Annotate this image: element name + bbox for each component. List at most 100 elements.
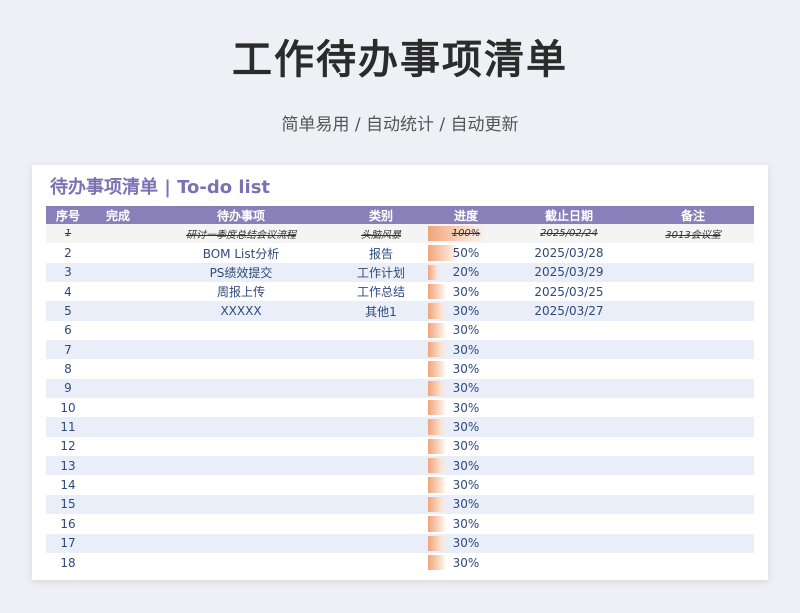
progress-cell[interactable]: 30% xyxy=(426,533,506,553)
note-cell[interactable] xyxy=(632,282,754,301)
done-checkbox[interactable] xyxy=(90,437,146,456)
deadline-cell[interactable] xyxy=(506,553,632,572)
deadline-cell[interactable] xyxy=(506,340,632,360)
task-cell[interactable]: XXXXX xyxy=(146,301,336,321)
category-cell[interactable]: 报告 xyxy=(368,246,393,261)
deadline-cell[interactable] xyxy=(506,437,632,456)
task-cell[interactable]: BOM List分析 xyxy=(202,246,280,261)
done-checkbox[interactable] xyxy=(90,224,146,244)
progress-cell[interactable]: 30% xyxy=(426,553,506,572)
column-header-deadline[interactable]: 截止日期 xyxy=(506,206,632,224)
task-cell[interactable] xyxy=(146,475,336,494)
task-cell[interactable] xyxy=(146,494,336,515)
note-cell[interactable] xyxy=(632,378,754,399)
row-number[interactable]: 12 xyxy=(60,439,76,454)
category-cell[interactable] xyxy=(336,321,426,340)
deadline-cell[interactable]: 2025/02/24 xyxy=(506,224,632,244)
note-cell[interactable] xyxy=(632,359,754,378)
progress-cell[interactable]: 30% xyxy=(426,475,506,494)
deadline-cell[interactable] xyxy=(506,456,632,476)
category-cell[interactable] xyxy=(336,456,426,476)
task-cell[interactable] xyxy=(146,553,336,572)
category-cell[interactable] xyxy=(336,359,426,378)
progress-cell[interactable]: 30% xyxy=(426,456,506,476)
deadline-cell[interactable]: 2025/03/27 xyxy=(506,301,632,321)
note-cell[interactable] xyxy=(632,301,754,321)
progress-cell[interactable]: 30% xyxy=(426,494,506,515)
note-cell[interactable] xyxy=(632,437,754,456)
done-checkbox[interactable] xyxy=(90,262,146,283)
row-number[interactable]: 7 xyxy=(46,340,90,360)
progress-cell[interactable]: 30% xyxy=(426,378,506,399)
row-number[interactable]: 15 xyxy=(46,494,90,515)
row-number[interactable]: 4 xyxy=(64,284,72,299)
deadline-cell[interactable] xyxy=(506,417,632,437)
task-cell[interactable] xyxy=(146,437,336,456)
task-cell[interactable] xyxy=(146,456,336,476)
progress-cell[interactable]: 30% xyxy=(426,417,506,437)
row-number[interactable]: 9 xyxy=(46,378,90,399)
done-checkbox[interactable] xyxy=(90,398,146,417)
deadline-cell[interactable]: 2025/03/25 xyxy=(534,284,604,299)
task-cell[interactable] xyxy=(146,417,336,437)
deadline-cell[interactable] xyxy=(506,475,632,494)
done-checkbox[interactable] xyxy=(90,340,146,360)
note-cell[interactable] xyxy=(632,533,754,553)
progress-cell[interactable]: 50% xyxy=(426,243,506,262)
note-cell[interactable] xyxy=(632,340,754,360)
task-cell[interactable]: PS绩效提交 xyxy=(146,262,336,283)
note-cell[interactable] xyxy=(632,398,754,417)
row-number[interactable]: 13 xyxy=(46,456,90,476)
task-cell[interactable] xyxy=(146,533,336,553)
column-header-category[interactable]: 类别 xyxy=(336,206,426,224)
deadline-cell[interactable]: 2025/03/28 xyxy=(534,246,604,261)
task-cell[interactable] xyxy=(146,514,336,533)
category-cell[interactable] xyxy=(336,494,426,515)
task-cell[interactable] xyxy=(146,378,336,399)
column-header-progress[interactable]: 进度 xyxy=(426,206,506,224)
category-cell[interactable] xyxy=(336,553,426,572)
done-checkbox[interactable] xyxy=(90,243,146,262)
category-cell[interactable]: 头脑风暴 xyxy=(336,224,426,244)
row-number[interactable]: 14 xyxy=(60,478,76,493)
task-cell[interactable] xyxy=(146,359,336,378)
progress-cell[interactable]: 30% xyxy=(426,398,506,417)
progress-cell[interactable]: 20% xyxy=(426,262,506,283)
done-checkbox[interactable] xyxy=(90,359,146,378)
deadline-cell[interactable]: 2025/03/29 xyxy=(506,262,632,283)
category-cell[interactable] xyxy=(336,514,426,533)
note-cell[interactable] xyxy=(632,321,754,340)
note-cell[interactable] xyxy=(632,475,754,494)
done-checkbox[interactable] xyxy=(90,514,146,533)
column-header-task[interactable]: 待办事项 xyxy=(146,206,336,224)
note-cell[interactable] xyxy=(632,243,754,262)
deadline-cell[interactable] xyxy=(506,514,632,533)
row-number[interactable]: 10 xyxy=(60,400,76,415)
category-cell[interactable]: 工作计划 xyxy=(336,262,426,283)
done-checkbox[interactable] xyxy=(90,475,146,494)
done-checkbox[interactable] xyxy=(90,301,146,321)
task-cell[interactable] xyxy=(146,340,336,360)
note-cell[interactable] xyxy=(632,514,754,533)
progress-cell[interactable]: 30% xyxy=(426,514,506,533)
done-checkbox[interactable] xyxy=(90,282,146,301)
done-checkbox[interactable] xyxy=(90,456,146,476)
category-cell[interactable]: 其他1 xyxy=(336,301,426,321)
category-cell[interactable] xyxy=(336,437,426,456)
progress-cell[interactable]: 30% xyxy=(426,340,506,360)
progress-cell[interactable]: 30% xyxy=(426,437,506,456)
deadline-cell[interactable] xyxy=(506,533,632,553)
row-number[interactable]: 2 xyxy=(64,246,72,261)
row-number[interactable]: 1 xyxy=(46,224,90,244)
column-header-no[interactable]: 序号 xyxy=(46,206,90,224)
deadline-cell[interactable] xyxy=(506,321,632,340)
category-cell[interactable] xyxy=(336,533,426,553)
category-cell[interactable] xyxy=(336,398,426,417)
row-number[interactable]: 17 xyxy=(46,533,90,553)
row-number[interactable]: 8 xyxy=(64,362,72,377)
task-cell[interactable]: 周报上传 xyxy=(216,285,265,300)
done-checkbox[interactable] xyxy=(90,494,146,515)
progress-cell[interactable]: 30% xyxy=(426,301,506,321)
task-cell[interactable] xyxy=(146,321,336,340)
category-cell[interactable] xyxy=(336,417,426,437)
